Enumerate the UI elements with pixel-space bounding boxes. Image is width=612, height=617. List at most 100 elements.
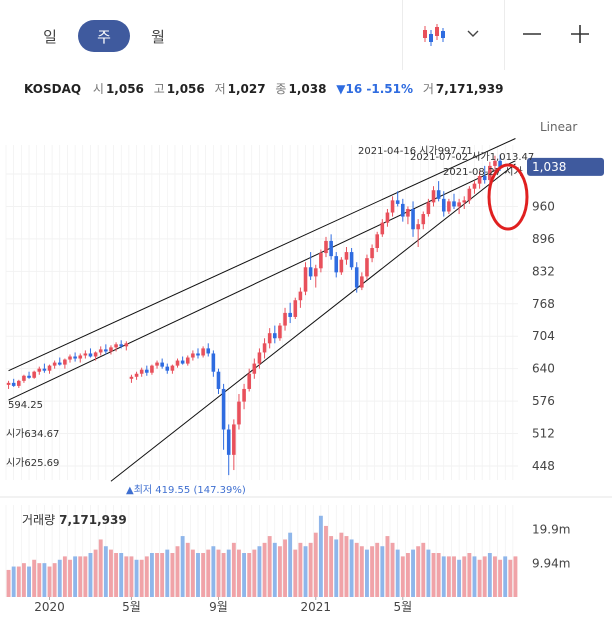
candle-body	[293, 300, 298, 317]
volume-bar	[149, 553, 154, 597]
chart-type-dropdown[interactable]	[458, 14, 488, 54]
candle-body	[298, 291, 303, 301]
high-value: 1,056	[166, 82, 205, 96]
candle-body	[370, 248, 374, 259]
candle-body	[232, 424, 236, 455]
candle-body	[17, 380, 21, 386]
volume-bar	[231, 542, 236, 597]
volume-bar	[180, 536, 185, 597]
candle-body	[11, 382, 16, 386]
volume-bar	[359, 546, 364, 597]
candle-body	[73, 356, 77, 359]
volume-bar	[462, 556, 467, 597]
volume-bar	[349, 539, 354, 597]
candle-body	[22, 375, 26, 381]
open-label: 시	[92, 82, 104, 96]
candle-body	[211, 353, 216, 372]
candle-body	[180, 360, 185, 364]
annotation-label: 2021-08-27 시가	[443, 166, 523, 178]
candle-body	[457, 202, 461, 207]
volume-bar	[6, 569, 11, 597]
volume-bar	[293, 549, 298, 597]
volume-bar	[27, 566, 31, 597]
annotation-label: 시가634.67	[6, 428, 59, 440]
tab-day[interactable]: 일	[43, 27, 57, 46]
candle-body	[119, 344, 123, 347]
candle-body	[242, 388, 246, 402]
candle-body	[493, 160, 497, 166]
volume-bar	[124, 556, 129, 597]
candle-body	[93, 352, 98, 357]
candle-body	[109, 347, 113, 352]
low-marker-label: ▲최저 419.55 (147.39%)	[126, 484, 246, 496]
volume-bar	[47, 566, 52, 597]
toolbar-divider	[504, 0, 505, 70]
tab-month[interactable]: 월	[151, 27, 165, 46]
candle-body	[324, 240, 328, 254]
candle-body	[185, 357, 190, 364]
volume-bar	[313, 532, 318, 597]
volume-bar	[237, 549, 241, 597]
tab-week[interactable]: 주	[78, 20, 130, 52]
volume-bar	[277, 546, 282, 597]
volume-bar	[272, 542, 277, 597]
candle-body	[57, 362, 62, 365]
volume-bar	[52, 563, 57, 597]
volume-bar	[88, 553, 93, 597]
volume-bar	[446, 556, 451, 597]
volume-bar	[16, 566, 21, 597]
chevron-down-icon	[467, 30, 479, 37]
volume-bar	[185, 542, 190, 597]
volume-bar	[508, 559, 513, 597]
volume-bar	[190, 549, 195, 597]
trend-line	[110, 163, 516, 482]
volume-bar	[421, 542, 426, 597]
candle-body	[237, 401, 241, 425]
volume-bar	[472, 556, 477, 597]
volume-bar	[487, 553, 492, 597]
zoom-out-button[interactable]	[512, 14, 552, 54]
time-tick-label: 5월	[393, 600, 412, 614]
volume-bar	[196, 553, 200, 597]
highlight-circle	[487, 163, 529, 231]
candle-body	[252, 363, 257, 374]
candle-body	[334, 256, 339, 273]
volume-bar	[493, 556, 497, 597]
volume-bar	[411, 549, 415, 597]
candle-body	[395, 200, 400, 204]
candle-body	[313, 268, 318, 277]
time-tick-label: 5월	[122, 600, 141, 614]
candle-body	[416, 224, 420, 230]
chart-type-button[interactable]	[414, 14, 454, 54]
candle-body	[308, 267, 313, 277]
volume-bar	[283, 539, 287, 597]
volume-bar	[344, 536, 349, 597]
zoom-in-button[interactable]	[560, 14, 600, 54]
volume-bar	[400, 556, 405, 597]
candle-body	[262, 343, 267, 353]
candle-body	[472, 183, 477, 189]
candle-body	[375, 234, 379, 249]
candle-body	[191, 353, 195, 358]
volume-bar	[165, 549, 170, 597]
volume-bar	[109, 549, 113, 597]
volume-bar	[21, 563, 26, 597]
price-tick-label: 576	[532, 394, 555, 408]
volume-panel-label: 거래량	[22, 513, 56, 527]
volume-bar	[395, 549, 400, 597]
scale-toggle-button[interactable]: Linear	[540, 120, 578, 134]
price-tick-label: 640	[532, 362, 555, 376]
volume-bar	[42, 563, 47, 597]
volume-bar	[339, 532, 344, 597]
candle-body	[482, 176, 487, 181]
volume-bar	[416, 546, 421, 597]
volume-bar	[155, 553, 159, 597]
grid-lines	[0, 145, 612, 597]
candle-body	[385, 212, 390, 223]
price-summary: KOSDAQ 시 1,056 고 1,056 저 1,027 종 1,038 ▼16 -…	[24, 80, 509, 97]
time-tick-label: 2020	[34, 600, 65, 614]
volume-bar	[93, 549, 98, 597]
candle-body	[426, 202, 431, 215]
candle-body	[467, 188, 472, 201]
